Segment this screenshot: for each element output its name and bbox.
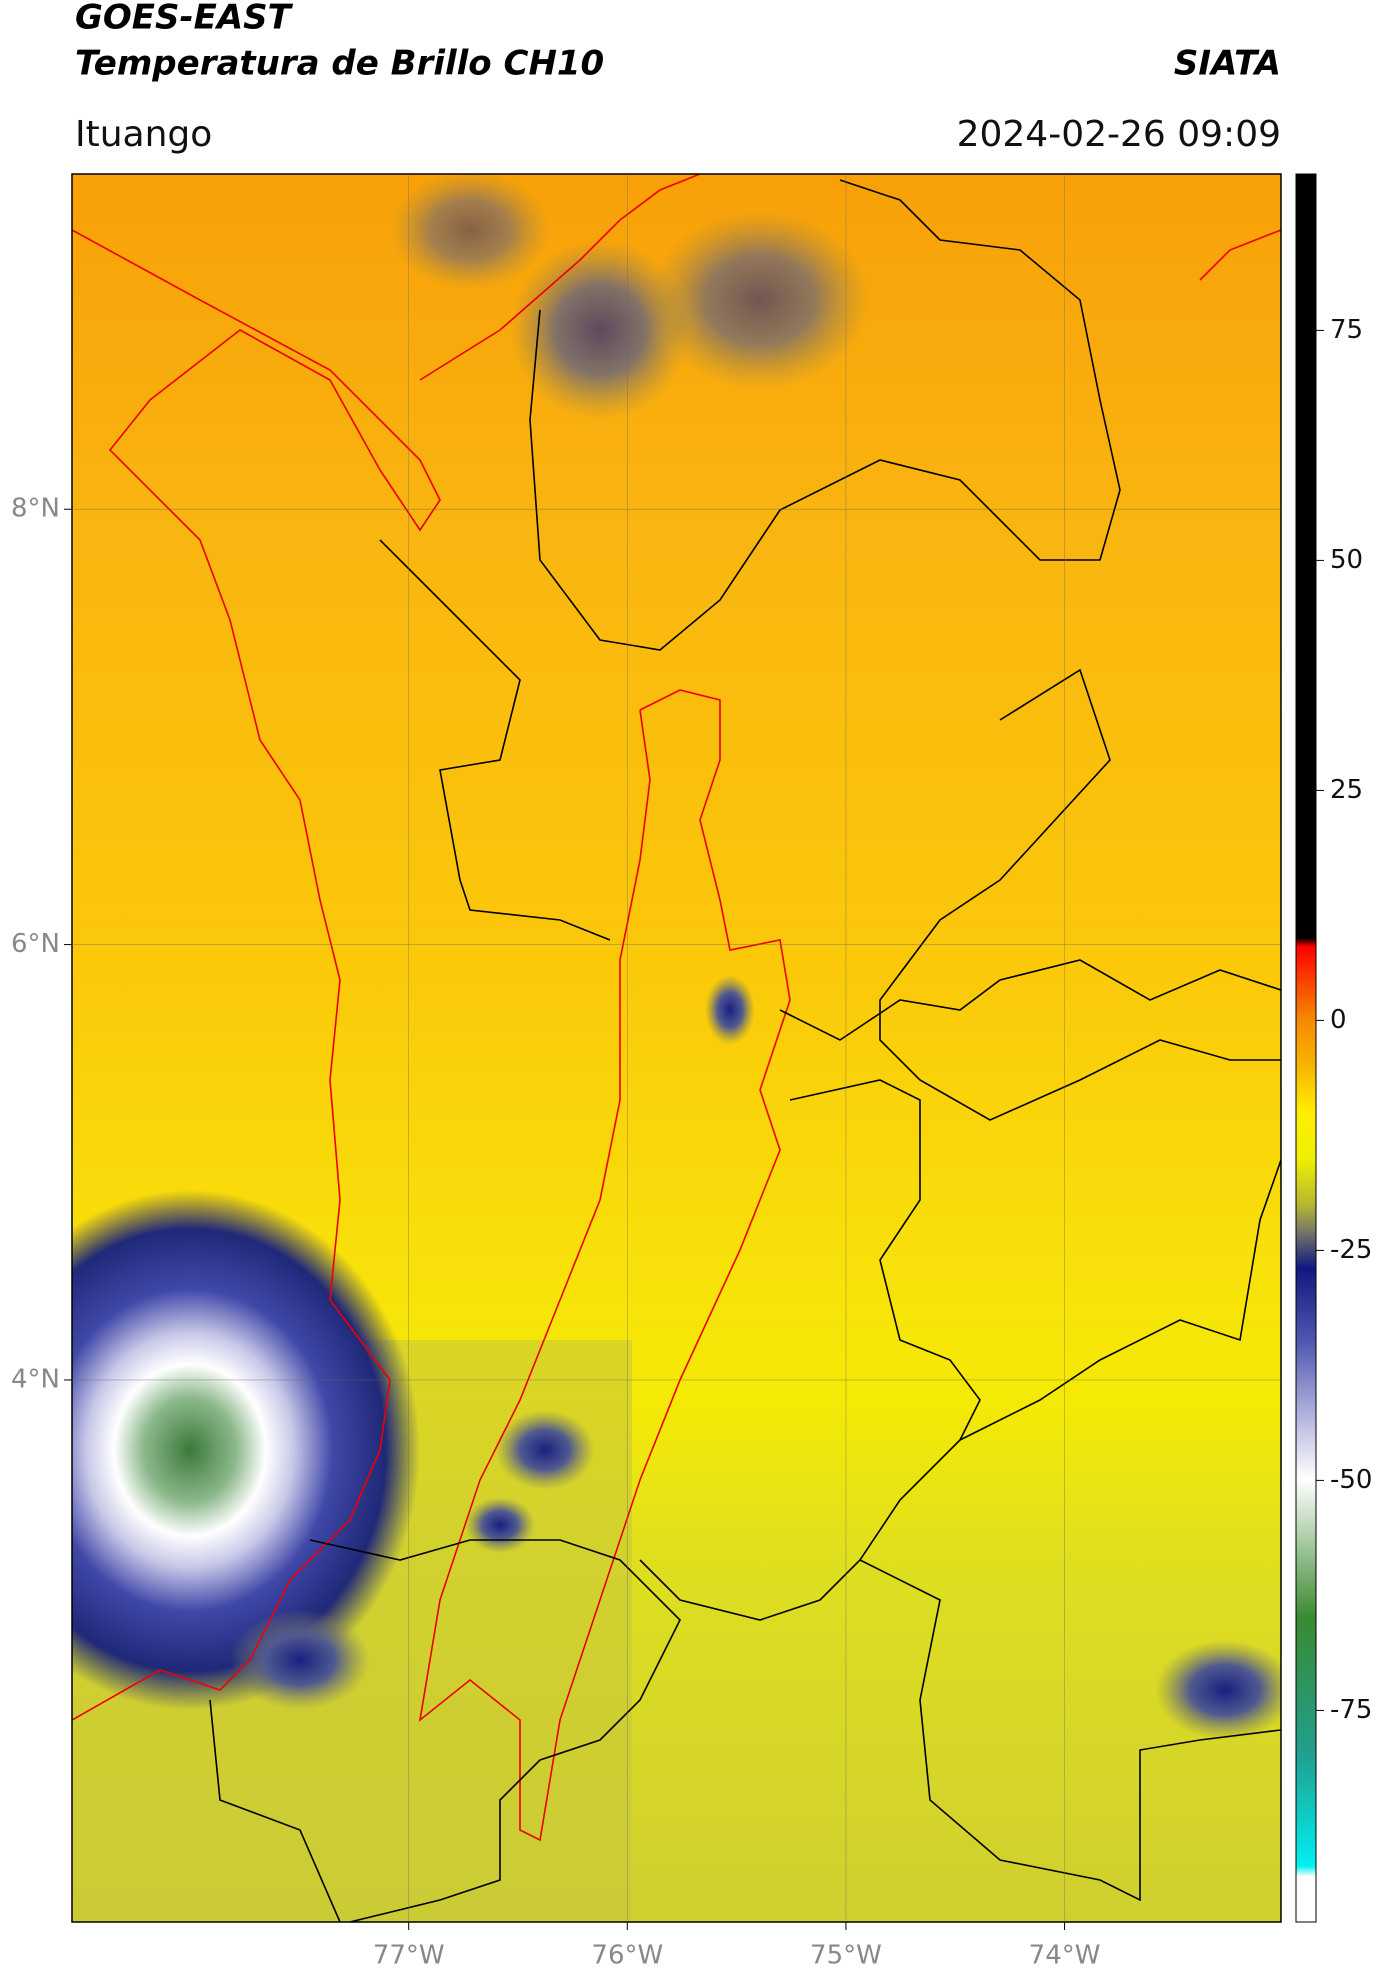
cloud xyxy=(705,975,755,1045)
cloud xyxy=(465,1497,535,1553)
coastline xyxy=(419,174,701,381)
colorbar-tick-label: 25 xyxy=(1330,775,1363,805)
cloud xyxy=(495,1410,595,1490)
datetime: 2024-02-26 09:09 xyxy=(957,114,1281,155)
cloud xyxy=(650,210,870,390)
cloud xyxy=(510,240,690,420)
title: GOES-EAST xyxy=(75,0,294,38)
border xyxy=(959,1159,1281,1441)
border xyxy=(859,1559,1281,1902)
coastline xyxy=(1199,229,1281,281)
y-tick-label: 8°N xyxy=(11,494,60,524)
colorbar-tick-label: -75 xyxy=(1330,1695,1372,1725)
cloud xyxy=(390,174,550,290)
y-tick-label: 6°N xyxy=(11,929,60,959)
border xyxy=(879,668,1281,1121)
colorbar-tick-label: -25 xyxy=(1330,1235,1372,1265)
border xyxy=(209,1699,341,1922)
cloud xyxy=(230,1610,370,1710)
x-tick-label: 77°W xyxy=(373,1941,445,1971)
border xyxy=(639,1079,981,1621)
map-frame xyxy=(71,173,1282,1923)
border xyxy=(779,959,1281,1041)
storm-cell xyxy=(72,1190,420,1710)
x-tick-label: 76°W xyxy=(591,1941,663,1971)
colorbar xyxy=(1295,173,1317,1923)
border xyxy=(379,539,611,941)
location: Ituango xyxy=(75,114,212,155)
coastline xyxy=(72,229,441,1721)
cloud xyxy=(1155,1640,1281,1740)
organization: SIATA xyxy=(1174,44,1281,84)
colorbar-tick-label: 0 xyxy=(1330,1005,1347,1035)
subtitle: Temperatura de Brillo CH10 xyxy=(75,44,604,84)
colorbar-tick-label: -50 xyxy=(1330,1465,1372,1495)
colorbar-tick-label: 50 xyxy=(1330,545,1363,575)
map-field xyxy=(72,174,1281,1922)
border xyxy=(309,1539,681,1922)
x-tick-label: 74°W xyxy=(1029,1941,1101,1971)
x-tick-label: 75°W xyxy=(810,1941,882,1971)
department-boundary xyxy=(418,689,791,1842)
colorbar-tick-label: 75 xyxy=(1330,315,1363,345)
border xyxy=(529,179,1121,651)
y-tick-label: 4°N xyxy=(11,1364,60,1394)
